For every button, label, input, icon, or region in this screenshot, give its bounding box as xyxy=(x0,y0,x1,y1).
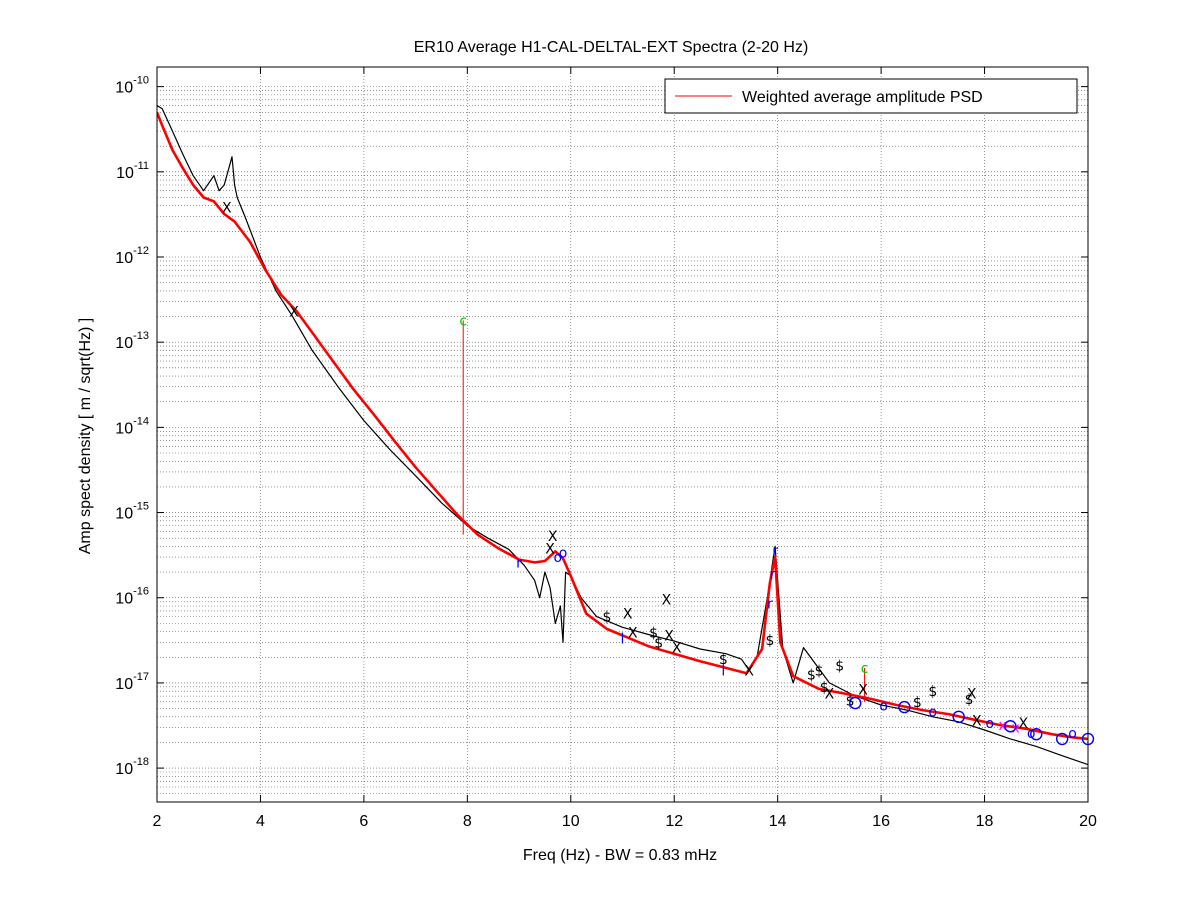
marker-dollar: $ xyxy=(913,695,922,711)
marker-r: r xyxy=(772,543,778,559)
marker-circle xyxy=(952,710,965,724)
y-tick-label: 10-16 xyxy=(115,586,149,608)
marker-x: X xyxy=(548,529,558,545)
marker-circle xyxy=(898,700,911,714)
y-tick-label: 10-11 xyxy=(116,160,149,182)
marker-r: r xyxy=(770,567,776,583)
y-tick-label: 10-14 xyxy=(115,415,149,437)
marker-o: o xyxy=(879,699,888,715)
marker-dollar: $ xyxy=(807,668,816,684)
marker-x: X xyxy=(744,663,754,679)
marker-o: o xyxy=(929,705,938,721)
marker-x: X xyxy=(545,541,555,557)
marker-x: X xyxy=(858,682,868,698)
series-line-black xyxy=(157,104,1088,766)
marker-x: X xyxy=(664,629,674,645)
series-line-weighted-average xyxy=(157,111,1088,741)
marker-circle xyxy=(1030,728,1043,741)
marker-dollar: $ xyxy=(649,626,658,642)
x-tick-label: 8 xyxy=(463,813,472,830)
marker-dollar: $ xyxy=(928,684,937,700)
axis-ticks: 2 4 6 8 10 12 14 16 18 20 10-10 10-11 10-12 10-13 10-1… xyxy=(115,67,1097,830)
marker-o: o xyxy=(554,550,563,566)
marker-o: o xyxy=(1068,726,1077,742)
y-tick-label: 10-13 xyxy=(115,330,149,352)
x-tick-label: 10 xyxy=(562,813,580,830)
marker-x: X xyxy=(967,687,977,703)
marker-x: X xyxy=(1019,716,1029,732)
marker-r: r xyxy=(516,555,522,571)
marker-dollar: $ xyxy=(815,663,824,679)
series-layer xyxy=(157,104,1088,766)
x-tick-label: 14 xyxy=(769,813,787,830)
marker-o: o xyxy=(985,716,994,732)
marker-dollar: $ xyxy=(835,659,844,675)
y-axis-label: Amp spect density [ m / sqrt(Hz) ] xyxy=(77,318,94,555)
marker-x: x xyxy=(999,718,1007,734)
marker-l: l xyxy=(721,663,725,679)
marker-x: X xyxy=(662,593,672,609)
marker-dollar: $ xyxy=(765,633,774,649)
marker-circle xyxy=(1004,720,1017,733)
marker-dollar: $ xyxy=(820,680,829,696)
legend-label-weighted-average: Weighted average amplitude PSD xyxy=(742,89,983,106)
legend: Weighted average amplitude PSD xyxy=(664,78,1078,114)
marker-x: X xyxy=(825,687,835,703)
y-tick-label: 10-18 xyxy=(115,756,149,778)
marker-dollar: $ xyxy=(603,610,612,626)
chart-title: ER10 Average H1-CAL-DELTAL-EXT Spectra (… xyxy=(414,39,809,56)
marker-circle xyxy=(849,696,862,710)
x-tick-label: 6 xyxy=(359,813,368,830)
marker-x: X xyxy=(222,201,232,217)
marker-l: l xyxy=(621,632,625,648)
grid-lines xyxy=(157,67,1088,803)
marker-x: X xyxy=(623,607,633,623)
marker-r: r xyxy=(767,597,773,613)
x-axis-label: Freq (Hz) - BW = 0.83 mHz xyxy=(523,847,717,864)
plot-frame xyxy=(156,66,1089,803)
x-tick-label: 16 xyxy=(872,813,890,830)
x-tick-label: 4 xyxy=(256,813,265,830)
marker-dollar: $ xyxy=(719,652,728,668)
marker-x: X xyxy=(672,641,682,657)
x-tick-label: 18 xyxy=(976,813,994,830)
y-tick-label: 10-15 xyxy=(115,501,149,523)
marker-x: X xyxy=(628,626,638,642)
marker-dollar: $ xyxy=(654,635,663,651)
marker-o: o xyxy=(559,545,568,561)
y-tick-label: 10-12 xyxy=(115,245,149,267)
y-tick-label: 10-17 xyxy=(115,671,149,693)
legend-box xyxy=(664,78,1078,114)
x-tick-label: 2 xyxy=(153,813,162,830)
x-tick-label: 20 xyxy=(1079,813,1097,830)
marker-c: c xyxy=(459,313,467,329)
marker-x: X xyxy=(289,304,299,320)
marker-circle xyxy=(1055,732,1069,746)
marker-c: c xyxy=(861,661,869,677)
marker-dollar: $ xyxy=(965,692,974,708)
y-tick-label: 10-10 xyxy=(115,75,149,97)
marker-x: X xyxy=(972,714,982,730)
x-tick-label: 12 xyxy=(665,813,683,830)
